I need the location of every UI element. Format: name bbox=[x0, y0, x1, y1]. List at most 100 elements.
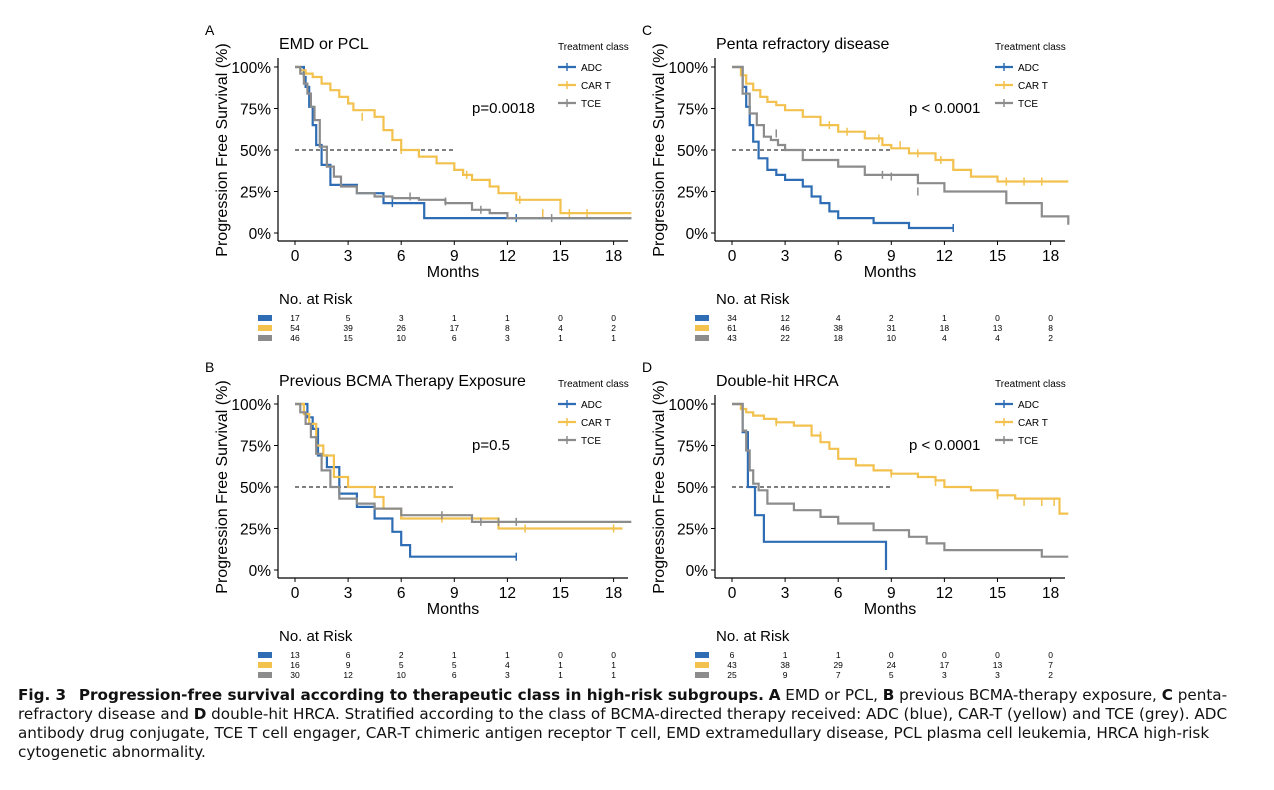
risk-swatch-tce bbox=[258, 672, 272, 678]
risk-count-adc: 1 bbox=[452, 650, 457, 660]
risk-count-adc: 1 bbox=[836, 650, 841, 660]
x-tick-label: 9 bbox=[887, 585, 896, 602]
risk-count-tce: 7 bbox=[836, 670, 841, 680]
y-tick-label: 50% bbox=[677, 480, 708, 497]
risk-count-tce: 1 bbox=[611, 333, 616, 343]
risk-count-car-t: 5 bbox=[399, 660, 404, 670]
risk-count-adc: 3 bbox=[399, 313, 404, 323]
risk-count-tce: 10 bbox=[396, 333, 406, 343]
legend-label-tce: TCE bbox=[581, 436, 601, 447]
risk-count-tce: 18 bbox=[833, 333, 843, 343]
risk-count-car-t: 17 bbox=[940, 660, 950, 670]
risk-count-tce: 46 bbox=[290, 333, 300, 343]
panel-c: C Penta refractory disease 0% 25% 50% 75% 100%… bbox=[642, 22, 1070, 343]
risk-count-adc: 0 bbox=[995, 650, 1000, 660]
risk-count-adc: 34 bbox=[727, 313, 737, 323]
risk-count-car-t: 16 bbox=[290, 660, 300, 670]
x-axis-label: Months bbox=[864, 601, 916, 618]
x-tick-label: 15 bbox=[552, 248, 569, 265]
risk-count-tce: 3 bbox=[505, 670, 510, 680]
risk-count-car-t: 5 bbox=[452, 660, 457, 670]
risk-count-car-t: 7 bbox=[1048, 660, 1053, 670]
panel-letter: D bbox=[642, 359, 652, 375]
legend-label-adc: ADC bbox=[581, 63, 602, 74]
risk-table-title: No. at Risk bbox=[279, 628, 353, 645]
risk-count-adc: 4 bbox=[836, 313, 841, 323]
risk-count-adc: 0 bbox=[558, 650, 563, 660]
p-value: p=0.0018 bbox=[472, 100, 535, 117]
y-axis-label: Progression Free Survival (%) bbox=[651, 43, 668, 256]
x-tick-label: 0 bbox=[291, 248, 300, 265]
y-tick-label: 0% bbox=[686, 563, 709, 580]
x-tick-label: 9 bbox=[450, 248, 459, 265]
risk-count-adc: 0 bbox=[611, 313, 616, 323]
x-tick-label: 6 bbox=[834, 248, 843, 265]
caption-panel-c: C bbox=[1161, 686, 1173, 704]
risk-count-adc: 1 bbox=[942, 313, 947, 323]
y-tick-label: 100% bbox=[231, 60, 271, 77]
risk-count-tce: 5 bbox=[889, 670, 894, 680]
x-tick-label: 18 bbox=[1042, 585, 1059, 602]
x-tick-label: 6 bbox=[397, 585, 406, 602]
y-axis-label: Progression Free Survival (%) bbox=[651, 380, 668, 593]
risk-count-car-t: 9 bbox=[346, 660, 351, 670]
risk-count-tce: 15 bbox=[343, 333, 353, 343]
x-axis-label: Months bbox=[864, 264, 916, 281]
risk-swatch-adc bbox=[258, 652, 272, 658]
risk-count-car-t: 38 bbox=[833, 323, 843, 333]
risk-swatch-adc bbox=[258, 315, 272, 321]
panel-letter: B bbox=[205, 359, 214, 375]
risk-count-adc: 12 bbox=[780, 313, 790, 323]
panel-title: Penta refractory disease bbox=[716, 36, 890, 53]
caption-panel-b: B bbox=[882, 686, 895, 704]
risk-count-tce: 3 bbox=[505, 333, 510, 343]
x-tick-label: 6 bbox=[834, 585, 843, 602]
x-tick-label: 0 bbox=[728, 585, 737, 602]
risk-table-title: No. at Risk bbox=[279, 291, 353, 308]
risk-count-tce: 1 bbox=[558, 333, 563, 343]
legend-label-tce: TCE bbox=[581, 99, 601, 110]
risk-table-title: No. at Risk bbox=[716, 628, 790, 645]
x-tick-label: 18 bbox=[1042, 248, 1059, 265]
risk-count-car-t: 46 bbox=[780, 323, 790, 333]
x-tick-label: 0 bbox=[728, 248, 737, 265]
risk-count-tce: 9 bbox=[783, 670, 788, 680]
y-tick-label: 75% bbox=[677, 439, 708, 456]
legend-label-car-t: CAR T bbox=[1018, 81, 1048, 92]
risk-count-car-t: 2 bbox=[611, 323, 616, 333]
risk-count-car-t: 4 bbox=[558, 323, 563, 333]
risk-count-car-t: 54 bbox=[290, 323, 300, 333]
caption-text-c: penta-refractory disease and bbox=[18, 686, 1228, 723]
km-curve-car-t bbox=[295, 65, 632, 215]
caption-figure-number: Fig. 3 bbox=[18, 686, 67, 704]
risk-count-car-t: 31 bbox=[887, 323, 897, 333]
figure-caption: Fig. 3 Progression-free survival accordi… bbox=[18, 686, 1258, 762]
risk-count-tce: 1 bbox=[558, 670, 563, 680]
y-tick-label: 50% bbox=[240, 480, 271, 497]
panel-letter: A bbox=[205, 22, 215, 38]
x-tick-label: 12 bbox=[936, 248, 953, 265]
panel-b: B Previous BCMA Therapy Exposure 0% 25% 50% 7… bbox=[205, 359, 632, 680]
legend-label-tce: TCE bbox=[1018, 99, 1038, 110]
p-value: p < 0.0001 bbox=[909, 100, 980, 117]
risk-count-car-t: 18 bbox=[940, 323, 950, 333]
risk-count-car-t: 13 bbox=[993, 660, 1003, 670]
y-tick-label: 100% bbox=[231, 397, 271, 414]
risk-count-adc: 0 bbox=[942, 650, 947, 660]
x-tick-label: 12 bbox=[499, 248, 516, 265]
risk-swatch-tce bbox=[258, 335, 272, 341]
legend-label-car-t: CAR T bbox=[581, 81, 611, 92]
risk-count-tce: 43 bbox=[727, 333, 737, 343]
panel-title: Previous BCMA Therapy Exposure bbox=[279, 373, 526, 390]
risk-count-adc: 6 bbox=[730, 650, 735, 660]
caption-text-a: EMD or PCL, bbox=[785, 686, 878, 704]
risk-swatch-tce bbox=[695, 672, 709, 678]
km-curve-adc bbox=[295, 402, 517, 558]
x-axis-label: Months bbox=[427, 264, 479, 281]
x-tick-label: 3 bbox=[781, 248, 790, 265]
legend-title: Treatment class bbox=[995, 42, 1066, 53]
x-tick-label: 12 bbox=[499, 585, 516, 602]
km-curve-car-t bbox=[732, 402, 1069, 515]
